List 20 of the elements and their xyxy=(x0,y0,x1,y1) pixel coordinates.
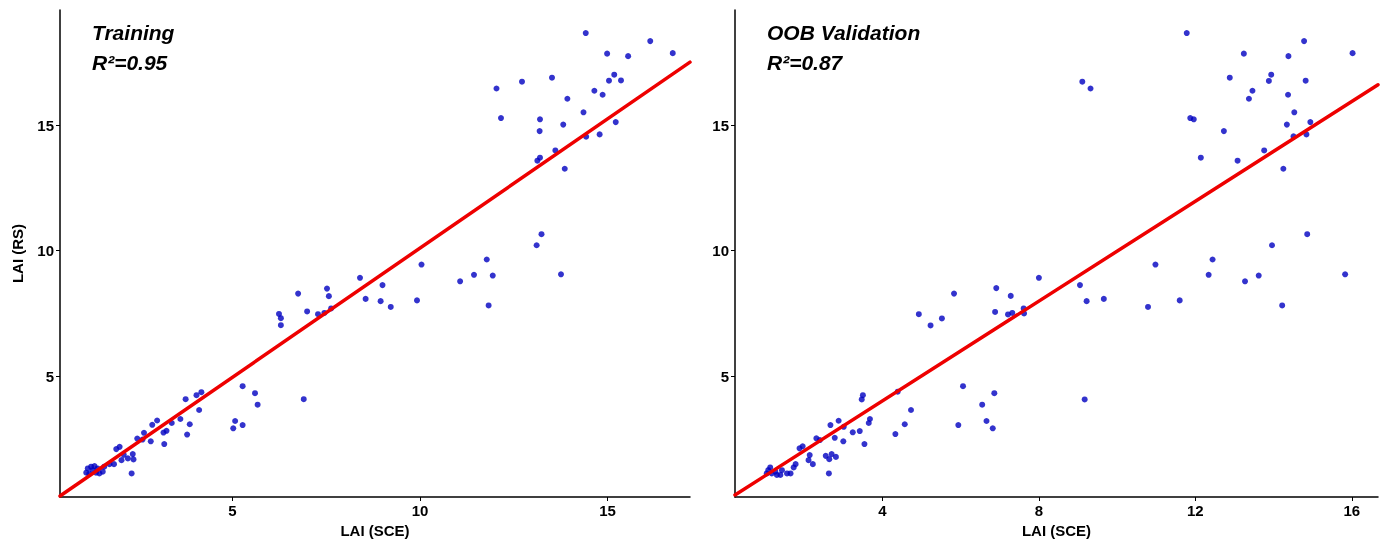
x-tick-label: 8 xyxy=(1034,502,1044,519)
annotation: R²=0.87 xyxy=(767,51,844,74)
x-axis-title: LAI (SCE) xyxy=(1021,521,1092,539)
x-tick-label: 16 xyxy=(1343,502,1361,519)
x-tick-label: 4 xyxy=(878,502,888,519)
y-tick-label: 10 xyxy=(712,242,729,260)
y-tick-label: 15 xyxy=(712,116,729,134)
x-tick-label: 15 xyxy=(599,502,616,519)
x-tick-label: 12 xyxy=(1187,502,1204,519)
x-tick-label: 5 xyxy=(228,502,237,519)
x-tick-label: 10 xyxy=(411,502,429,519)
y-tick-label: 5 xyxy=(45,367,54,385)
annotation: OOB Validation xyxy=(767,21,921,44)
y-tick-label: 10 xyxy=(37,242,54,260)
y-axis-title: LAI (RS) xyxy=(9,223,26,284)
y-tick-label: 5 xyxy=(720,367,729,385)
y-tick-label: 15 xyxy=(37,116,54,134)
annotation: Training xyxy=(92,21,175,44)
annotation: R²=0.95 xyxy=(92,51,168,74)
x-axis-title: LAI (SCE) xyxy=(340,521,410,539)
